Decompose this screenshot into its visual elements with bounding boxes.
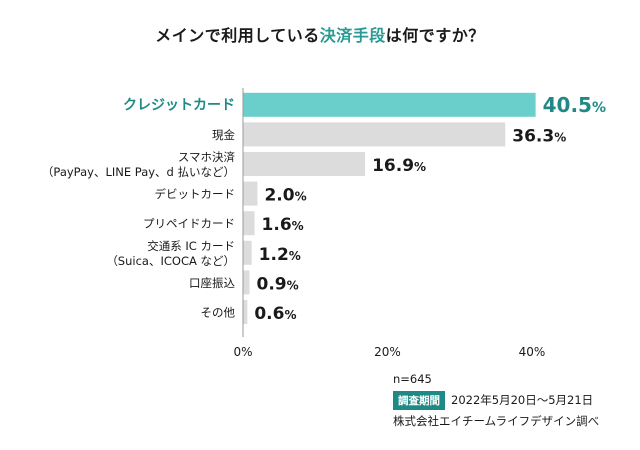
bar-0 [243,92,536,117]
value-label-5: 1.2% [259,245,301,265]
category-label-7: その他 [201,306,236,320]
title-part-3: は何ですか？ [385,26,485,45]
bar-7 [243,300,248,324]
category-label-2: スマホ決済（PayPay、LINE Pay、d 払いなど） [42,150,236,179]
source-note: 株式会社エイチームライフデザイン調べ [393,414,600,428]
value-label-2: 16.9% [372,156,426,176]
category-label-1: 現金 [212,128,235,142]
bar-1 [243,122,506,147]
period-badge: 調査期間 [393,391,445,410]
category-label-6: 口座振込 [189,276,235,290]
title-highlight: 決済手段 [319,26,386,45]
bar-2 [243,152,366,176]
survey-period: 調査期間 2022年5月20日〜5月21日 [393,391,593,410]
value-label-1: 36.3% [512,126,566,146]
category-label-4: プリペイドカード [143,217,235,231]
bar-5 [243,240,252,265]
x-tick-label-1: 20% [374,345,401,359]
value-label-3: 2.0% [264,186,306,206]
bar-4 [243,211,255,236]
category-label-5: 交通系 IC カード（Suica、ICOCA など） [106,239,235,268]
bar-3 [243,181,258,206]
period-text: 2022年5月20日〜5月21日 [451,393,594,407]
sample-size: n=645 [393,372,432,386]
value-label-0: 40.5% [543,93,606,117]
x-tick-label-0: 0% [233,345,252,359]
x-tick-label-2: 40% [519,345,546,359]
value-label-7: 0.6% [254,304,296,324]
bar-6 [243,270,250,295]
value-label-6: 0.9% [257,274,299,294]
title-part-1: メインで利用している [155,26,320,45]
category-label-0: クレジットカード [123,97,235,113]
chart-title: メインで利用している決済手段は何ですか？ [0,22,640,46]
value-label-4: 1.6% [262,215,304,235]
category-label-3: デビットカード [155,187,236,201]
